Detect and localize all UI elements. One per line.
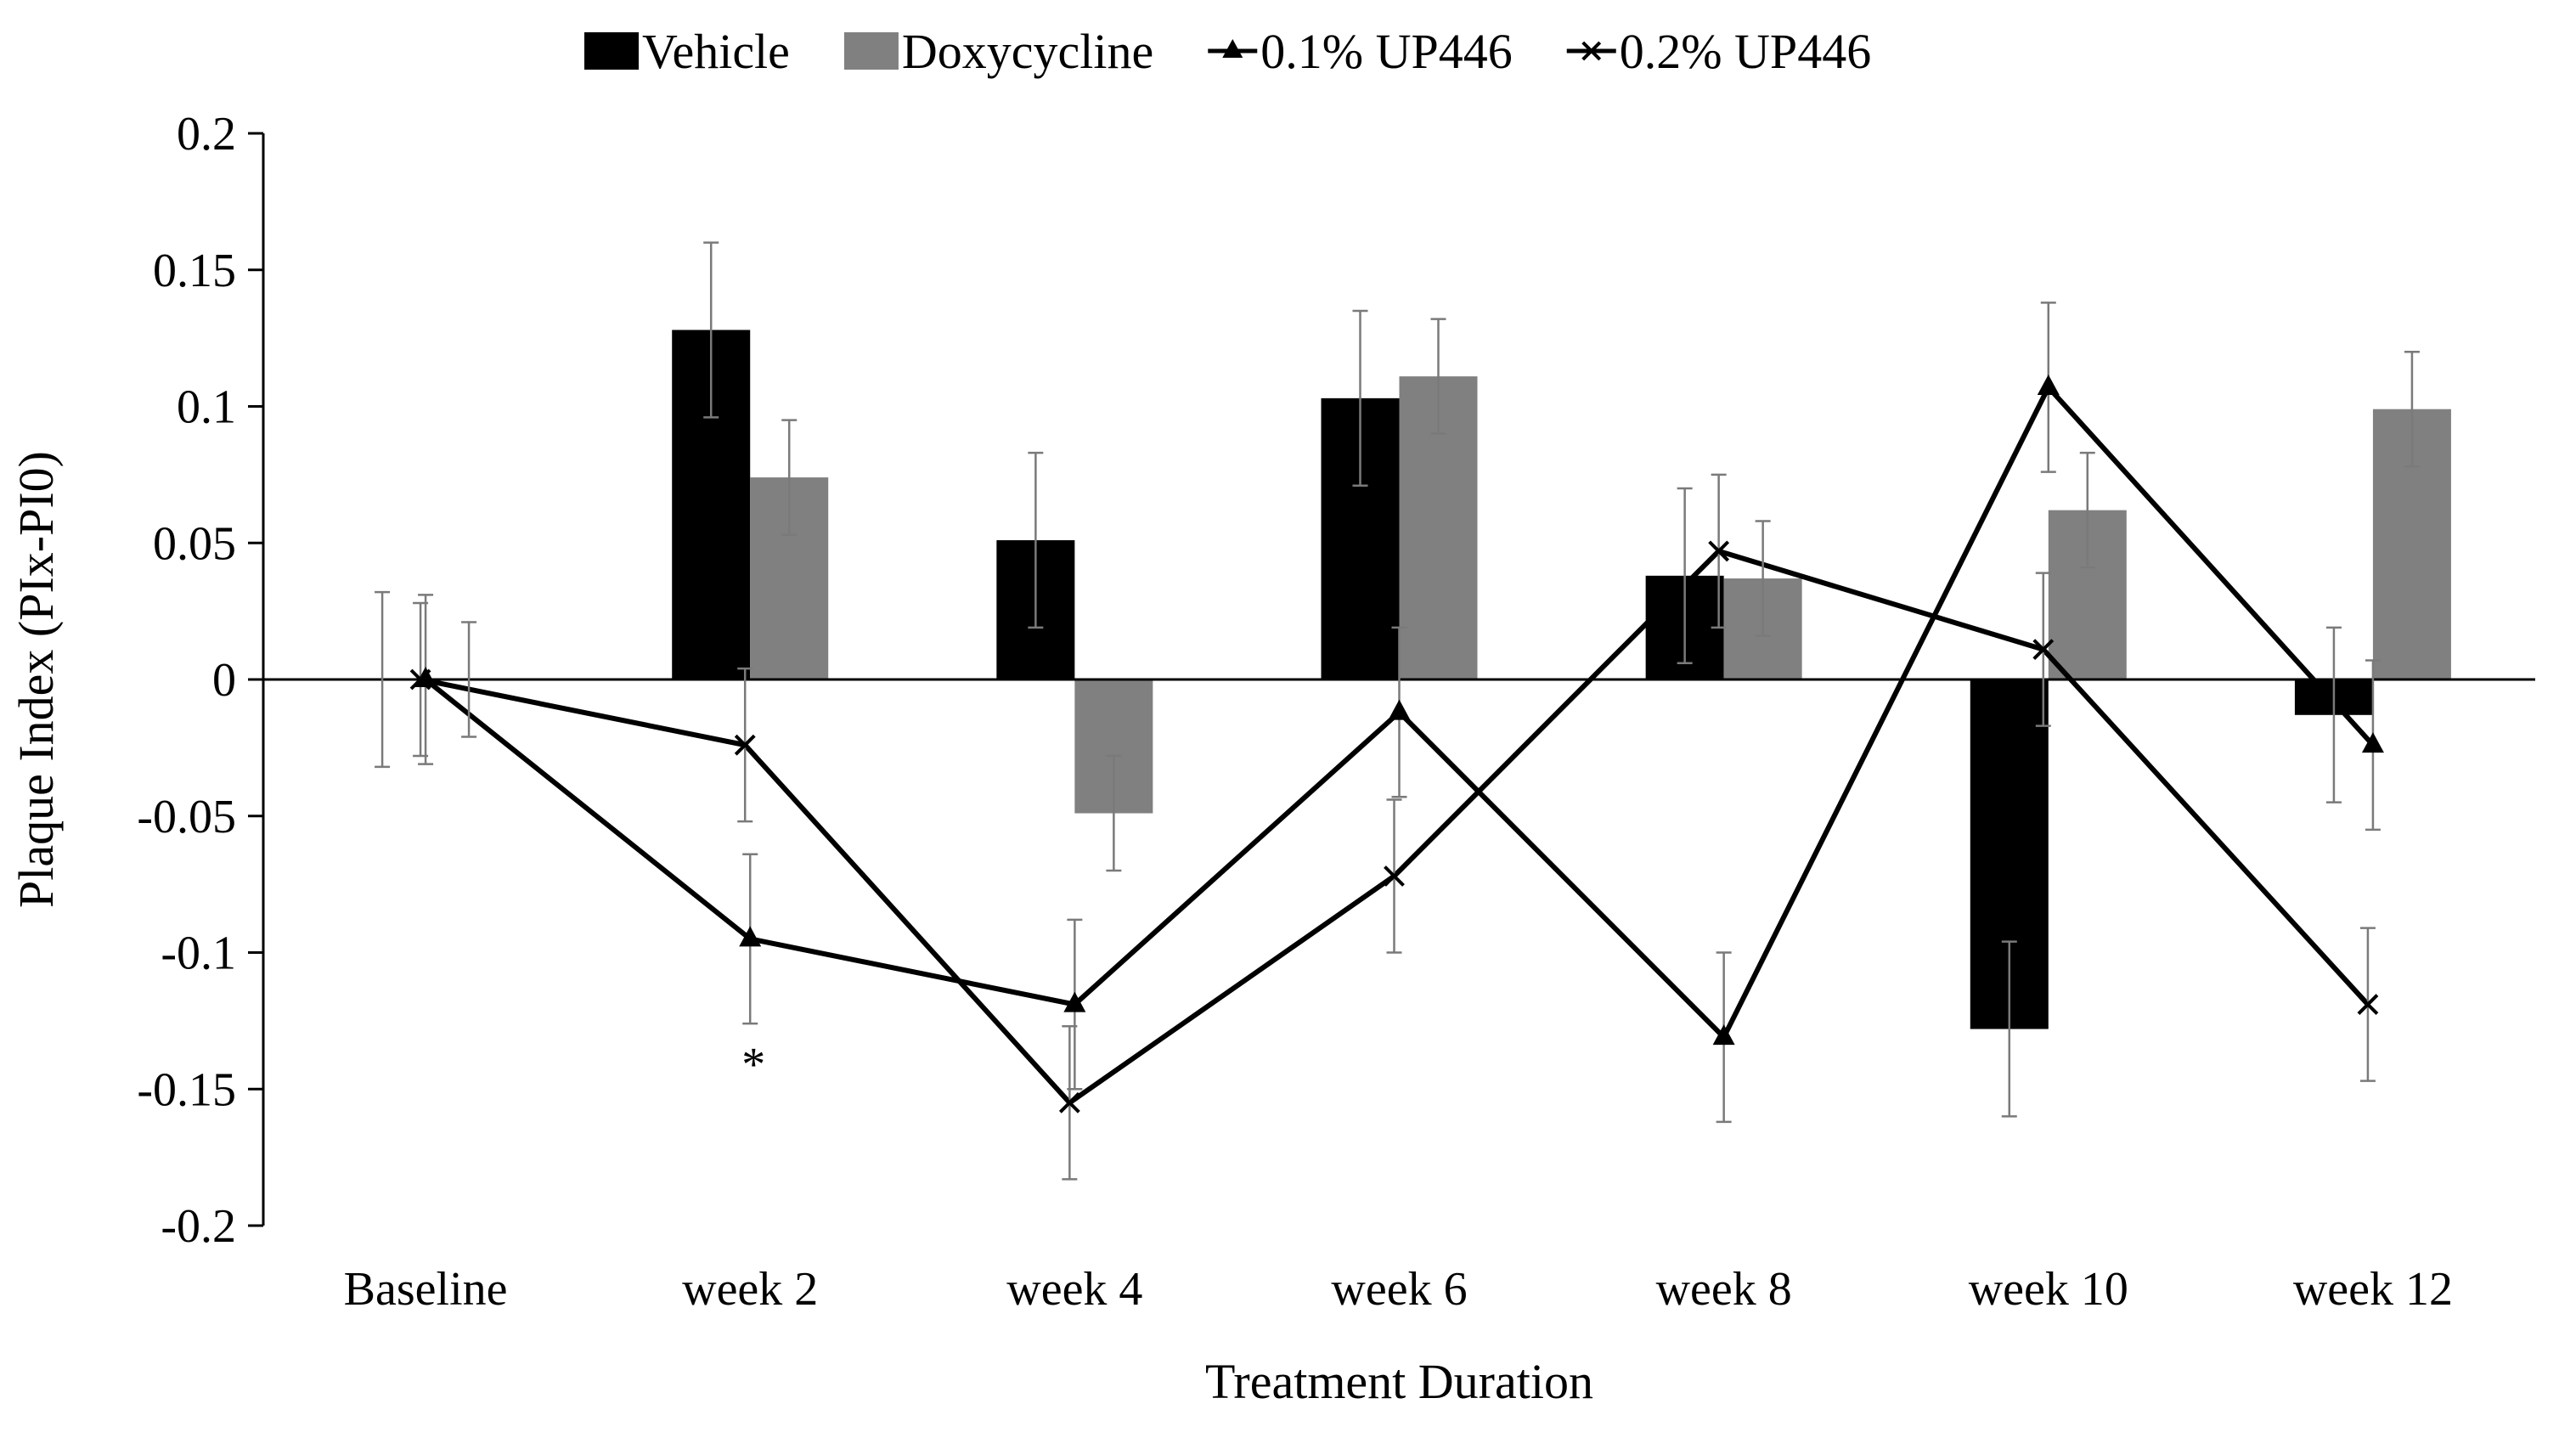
y-axis-ticks: 0.2 0.15 0.1 0.05 0 -0.05 -0.1 -0.15 -0.2: [137, 108, 263, 1253]
y-tick-label: -0.2: [161, 1200, 236, 1253]
x-marker: [2357, 994, 2379, 1015]
x-marker: [734, 734, 756, 756]
x-tick-label: week 6: [1331, 1263, 1467, 1316]
x-tick-label: week 10: [1969, 1263, 2128, 1316]
x-marker: [1058, 1091, 1080, 1113]
triangle-marker: [1063, 991, 1086, 1012]
legend-swatch-doxycycline: [843, 32, 899, 70]
x-tick-label: Baseline: [344, 1263, 508, 1316]
markers-layer: [409, 374, 2384, 1113]
legend: Vehicle Doxycycline 0.1% UP446 0.2% UP446: [584, 24, 1871, 79]
legend-label-vehicle: Vehicle: [642, 24, 790, 79]
annotations-layer: *: [741, 1039, 765, 1091]
legend-x-marker: [1581, 41, 1602, 61]
x-axis-labels: Baseline week 2 week 4 week 6 week 8 week 10 w…: [344, 1263, 2453, 1316]
significance-annotation: *: [741, 1039, 765, 1091]
legend-triangle-marker: [1222, 39, 1243, 58]
triangle-marker: [1712, 1024, 1735, 1046]
y-tick-label: 0.1: [177, 381, 236, 434]
x-tick-label: week 12: [2293, 1263, 2453, 1316]
legend-label-doxycycline: Doxycycline: [902, 24, 1153, 79]
y-tick-label: -0.05: [137, 791, 236, 843]
triangle-marker: [2361, 732, 2384, 753]
legend-label-0-1-up446: 0.1% UP446: [1260, 24, 1512, 79]
y-tick-label: 0.2: [177, 108, 236, 161]
x-marker: [409, 668, 431, 691]
legend-label-0-2-up446: 0.2% UP446: [1620, 24, 1871, 79]
x-marker: [1708, 540, 1730, 562]
y-axis-title: Plaque Index (PIx-PI0): [8, 451, 64, 908]
y-tick-label: 0.15: [153, 245, 236, 297]
x-tick-label: week 4: [1006, 1263, 1142, 1316]
triangle-marker: [1388, 699, 1411, 720]
triangle-marker: [2037, 374, 2060, 395]
y-tick-label: -0.1: [161, 927, 236, 980]
x-marker: [1384, 865, 1405, 887]
legend-swatch-vehicle: [584, 32, 639, 70]
x-tick-label: week 8: [1656, 1263, 1792, 1316]
x-axis-title: Treatment Duration: [1205, 1354, 1593, 1409]
triangle-marker: [739, 926, 762, 947]
y-tick-label: 0: [212, 654, 236, 707]
y-tick-label: 0.05: [153, 517, 236, 570]
x-marker: [2032, 639, 2055, 661]
x-tick-label: week 2: [682, 1263, 818, 1316]
y-tick-label: -0.15: [137, 1063, 236, 1116]
